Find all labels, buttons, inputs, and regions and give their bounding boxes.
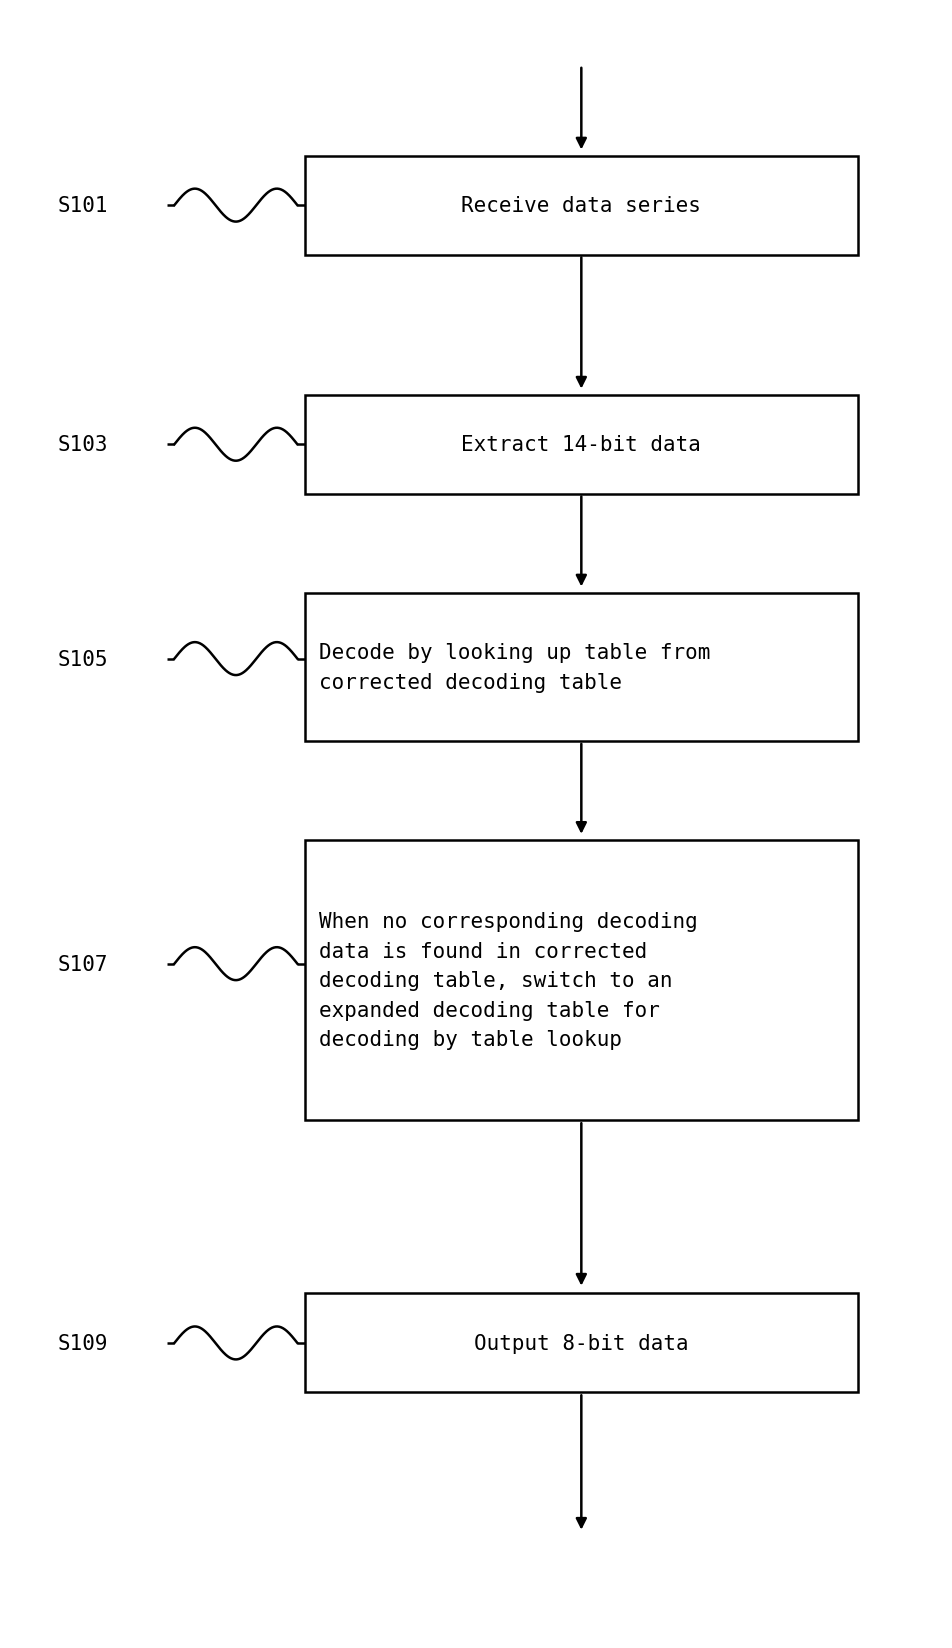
Text: Receive data series: Receive data series xyxy=(461,196,701,216)
FancyBboxPatch shape xyxy=(305,396,857,494)
Text: S101: S101 xyxy=(57,196,108,216)
FancyBboxPatch shape xyxy=(305,593,857,742)
Text: Decode by looking up table from
corrected decoding table: Decode by looking up table from correcte… xyxy=(319,643,710,692)
Text: S107: S107 xyxy=(57,954,108,974)
Text: Output 8-bit data: Output 8-bit data xyxy=(473,1333,688,1353)
Text: S109: S109 xyxy=(57,1333,108,1353)
Text: S103: S103 xyxy=(57,435,108,455)
FancyBboxPatch shape xyxy=(305,157,857,255)
Text: S105: S105 xyxy=(57,649,108,669)
Text: Extract 14-bit data: Extract 14-bit data xyxy=(461,435,701,455)
Text: When no corresponding decoding
data is found in corrected
decoding table, switch: When no corresponding decoding data is f… xyxy=(319,911,697,1050)
FancyBboxPatch shape xyxy=(305,840,857,1121)
FancyBboxPatch shape xyxy=(305,1294,857,1393)
